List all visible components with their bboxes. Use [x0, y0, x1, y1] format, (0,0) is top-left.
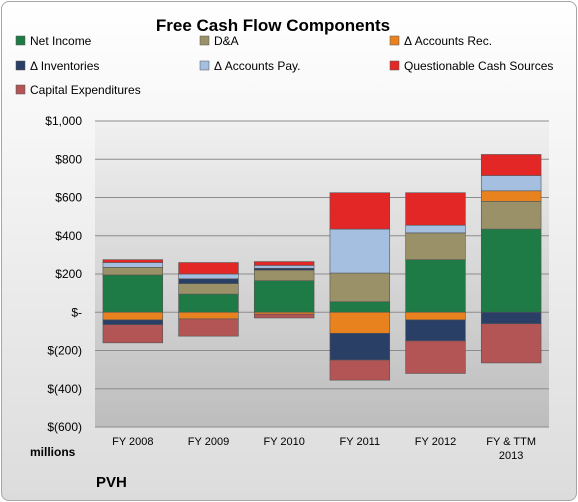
- bar-segment: [253, 261, 315, 266]
- bar-segment: [178, 311, 239, 320]
- legend-label: D&A: [214, 34, 239, 48]
- legend-label: Δ Inventories: [30, 59, 99, 73]
- legend-swatch: [199, 60, 210, 71]
- y-tick-label: $(400): [47, 382, 82, 396]
- bars: [102, 154, 542, 381]
- bar-segment: [178, 273, 239, 280]
- legend-swatch: [199, 35, 210, 46]
- bar-segment: [405, 319, 466, 342]
- y-tick-label: $800: [55, 152, 82, 166]
- y-tick-label: $-: [71, 305, 82, 319]
- y-tick-label: $400: [55, 229, 82, 243]
- x-tick-label: FY 2012: [415, 436, 456, 448]
- legend-swatch: [15, 60, 26, 71]
- bar-segment: [329, 332, 391, 361]
- bar-segment: [253, 265, 315, 269]
- bar-segment: [102, 324, 164, 344]
- y-tick-label: $600: [55, 191, 82, 205]
- bar-segment: [329, 228, 391, 274]
- bar-segment: [178, 283, 239, 295]
- bar-segment: [102, 311, 164, 321]
- legend-label: Δ Accounts Pay.: [214, 59, 301, 73]
- bar-segment: [329, 311, 391, 334]
- bar-segment: [329, 192, 391, 230]
- bar-segment: [253, 313, 315, 319]
- bar-segment: [405, 192, 466, 226]
- bar-segment: [480, 175, 542, 192]
- legend-label: Net Income: [30, 34, 92, 48]
- bar-segment: [178, 318, 239, 337]
- x-tick-label: FY 2011: [340, 436, 381, 448]
- bar-segment: [405, 232, 466, 260]
- y-tick-label: $(200): [47, 344, 82, 358]
- bar-segment: [480, 190, 542, 202]
- x-tick-label: FY & TTM 2013: [486, 436, 536, 462]
- legend: Net Income D&A Δ Accounts Rec. Δ Inventorie…: [15, 34, 553, 97]
- chart-title: Free Cash Flow Components: [156, 16, 390, 35]
- company-label: PVH: [96, 474, 127, 491]
- bar-segment: [178, 262, 239, 275]
- bar-segment: [102, 259, 164, 263]
- legend-label: Capital Expenditures: [30, 83, 141, 97]
- bar-segment: [480, 311, 542, 325]
- bar-segment: [178, 293, 239, 313]
- bar-segment: [329, 272, 391, 303]
- bar-segment: [253, 269, 315, 281]
- bar-segment: [329, 301, 391, 313]
- units-label: millions: [30, 445, 76, 459]
- legend-label: Questionable Cash Sources: [404, 59, 553, 73]
- legend-swatch: [15, 35, 26, 46]
- bar-segment: [102, 274, 164, 313]
- x-axis-ticks: FY 2008 FY 2009 FY 2010 FY 2011 FY 2012 FY & …: [112, 436, 536, 462]
- x-tick-label: FY 2008: [112, 436, 153, 448]
- legend-swatch: [15, 84, 26, 95]
- bar-segment: [329, 359, 391, 381]
- bar-segment: [102, 267, 164, 276]
- bar-segment: [102, 262, 164, 268]
- legend-swatch: [389, 35, 400, 46]
- bar-segment: [102, 319, 164, 325]
- y-tick-label: $1,000: [45, 114, 82, 128]
- legend-label: Δ Accounts Rec.: [404, 34, 492, 48]
- y-axis-ticks: $(600) $(400) $(200) $- $200 $400 $600 $800 $1,0…: [45, 114, 82, 434]
- bar-segment: [405, 311, 466, 321]
- bar-segment: [405, 340, 466, 374]
- x-tick-label: FY 2010: [263, 436, 304, 448]
- bar-segment: [480, 201, 542, 230]
- bar-segment: [253, 280, 315, 313]
- bar-segment: [178, 278, 239, 284]
- gridlines: [95, 120, 549, 428]
- bar-segment: [405, 224, 466, 234]
- y-tick-label: $(600): [47, 420, 82, 434]
- bar-segment: [480, 323, 542, 364]
- y-tick-label: $200: [55, 267, 82, 281]
- bar-segment: [480, 154, 542, 176]
- bar-segment: [480, 228, 542, 313]
- legend-swatch: [389, 60, 400, 71]
- x-tick-label: FY 2009: [188, 436, 229, 448]
- bar-segment: [405, 259, 466, 313]
